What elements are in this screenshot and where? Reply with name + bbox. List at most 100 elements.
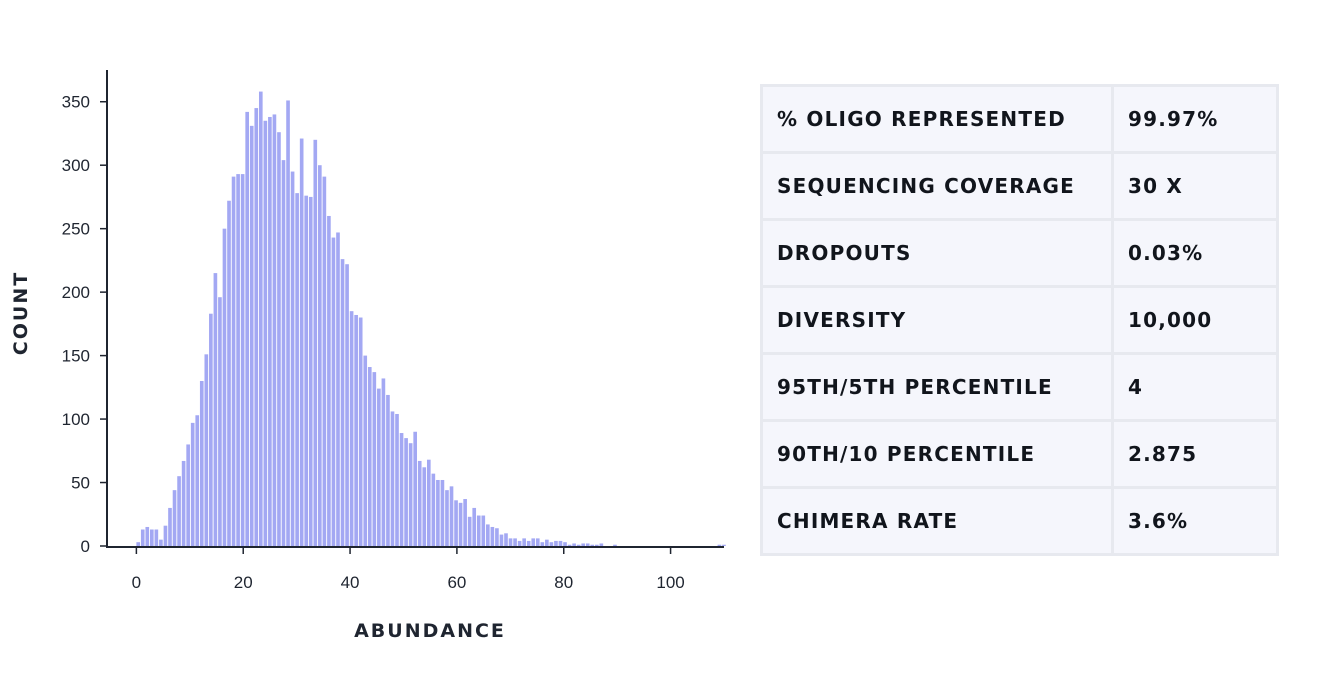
x-tick-label: 20 (234, 573, 253, 592)
x-tick-label: 100 (656, 573, 684, 592)
histogram-bar (304, 195, 309, 546)
histogram-bar (581, 543, 586, 546)
histogram-bar (318, 165, 322, 546)
histogram-bar (395, 413, 399, 546)
histogram-bar (567, 544, 572, 546)
histogram-bar (436, 479, 440, 546)
histogram-bar (386, 394, 390, 546)
histogram-bar (426, 459, 431, 546)
histogram-bar (463, 499, 467, 546)
y-tick-label: 0 (81, 537, 90, 556)
histogram-bar (499, 534, 504, 546)
histogram-bar (404, 438, 408, 546)
stat-label: 90TH/10 PERCENTILE (760, 419, 1114, 489)
histogram-bar (535, 538, 540, 546)
histogram-bar (367, 367, 372, 546)
x-axis-title: ABUNDANCE (354, 620, 506, 642)
y-tick-label: 250 (62, 220, 90, 239)
histogram-bars (136, 91, 726, 547)
histogram-bar (154, 529, 159, 546)
histogram-bar (181, 460, 186, 546)
histogram-bar (277, 132, 281, 546)
histogram-bar (236, 174, 240, 546)
histogram-bar (417, 460, 422, 546)
histogram-bar (281, 160, 286, 546)
histogram-bar (390, 411, 395, 546)
histogram-bar (481, 515, 486, 546)
y-axis-ticks: 0 50 100 150 200 250 300 350 (62, 93, 107, 556)
histogram-bar (172, 490, 177, 546)
stat-label: % OLIGO REPRESENTED (760, 84, 1114, 154)
histogram-bar (218, 297, 222, 546)
stat-label: SEQUENCING COVERAGE (760, 151, 1114, 221)
x-axis-ticks: 0 20 40 60 80 100 (132, 546, 685, 592)
histogram-bar (540, 542, 545, 546)
histogram-bar (717, 544, 722, 546)
histogram-bar (263, 120, 268, 547)
histogram-bar (299, 138, 304, 547)
stat-label: DIVERSITY (760, 285, 1114, 355)
stat-value: 0.03% (1111, 218, 1279, 288)
x-tick-label: 60 (447, 573, 466, 592)
histogram-bar (308, 196, 313, 546)
histogram-bar (258, 91, 263, 546)
histogram-bar (522, 538, 526, 546)
histogram-bar (363, 355, 368, 546)
histogram-bar (526, 540, 531, 546)
x-tick-label: 0 (132, 573, 141, 592)
table-row: SEQUENCING COVERAGE 30 X (760, 151, 1279, 221)
y-axis-title: COUNT (10, 271, 32, 355)
histogram-bar (145, 526, 150, 546)
histogram-bar (545, 539, 549, 546)
histogram-bar (168, 507, 172, 546)
abundance-histogram: 0 50 100 150 200 250 300 350 0 20 40 60 80 100 ABUND… (10, 70, 726, 642)
histogram-bar (513, 538, 517, 546)
table-row: DROPOUTS 0.03% (760, 218, 1279, 288)
histogram-bar (354, 314, 358, 546)
histogram-bar (358, 317, 363, 546)
library-stats-table: % OLIGO REPRESENTED 99.97% SEQUENCING COVE… (760, 84, 1279, 556)
histogram-bar (377, 388, 381, 546)
histogram-bar (531, 538, 536, 546)
histogram-bar (408, 443, 413, 546)
y-tick-label: 150 (62, 347, 90, 366)
table-row: % OLIGO REPRESENTED 99.97% (760, 84, 1279, 154)
stat-value: 30 X (1111, 151, 1279, 221)
stat-value: 2.875 (1111, 419, 1279, 489)
stat-label: CHIMERA RATE (760, 486, 1114, 556)
table-row: 95TH/5TH PERCENTILE 4 (760, 352, 1279, 422)
histogram-bar (186, 444, 190, 546)
histogram-bar (204, 354, 209, 546)
stat-value: 99.97% (1111, 84, 1279, 154)
histogram-bar (150, 529, 154, 546)
y-tick-label: 300 (62, 156, 90, 175)
histogram-bar (290, 171, 295, 547)
histogram-bar (554, 540, 558, 546)
histogram-bar (190, 422, 195, 546)
histogram-bar (558, 540, 563, 546)
histogram-bar (213, 273, 218, 546)
histogram-bar (272, 114, 277, 547)
stat-value: 3.6% (1111, 486, 1279, 556)
histogram-bar (322, 176, 327, 546)
histogram-bar (159, 539, 163, 546)
histogram-bar (422, 467, 427, 546)
histogram-bar (209, 313, 213, 546)
histogram-bar (349, 311, 354, 546)
histogram-bar (249, 125, 254, 546)
histogram-bar (508, 538, 513, 546)
histogram-bar (486, 524, 490, 546)
x-tick-label: 40 (341, 573, 360, 592)
histogram-bar (327, 215, 331, 546)
y-tick-label: 200 (62, 283, 90, 302)
histogram-bar (576, 544, 581, 546)
histogram-bar (590, 544, 595, 546)
histogram-bar (490, 526, 495, 546)
histogram-bar (313, 139, 318, 546)
histogram-bar (495, 528, 499, 546)
table-row: DIVERSITY 10,000 (760, 285, 1279, 355)
histogram-bar (449, 486, 454, 546)
y-tick-label: 350 (62, 93, 90, 112)
table-row: 90TH/10 PERCENTILE 2.875 (760, 419, 1279, 489)
